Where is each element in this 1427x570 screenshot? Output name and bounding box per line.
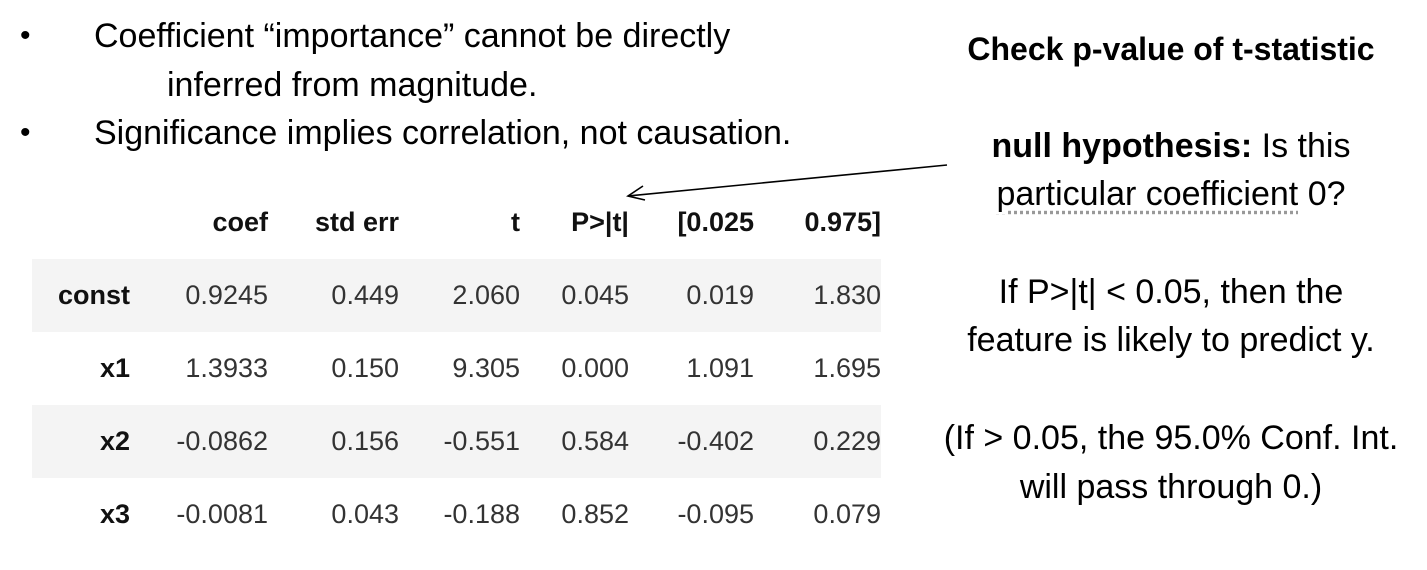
explanation-heading: Check p-value of t-statistic	[967, 31, 1375, 67]
cell-std-err: 0.449	[331, 280, 399, 310]
header-p-value: P>|t|	[571, 207, 629, 237]
null-hypothesis-line-2: particular coefficient 0?	[915, 174, 1427, 214]
header-coef: coef	[212, 207, 268, 237]
rule-line-1: If P>|t| < 0.05, then the	[998, 273, 1344, 311]
cell-p-value: 0.584	[561, 426, 629, 456]
cell-coef: 0.9245	[185, 280, 268, 310]
header-blank	[32, 186, 130, 259]
null-hypothesis-line-1: null hypothesis: Is this	[915, 126, 1427, 166]
row-label: x2	[99, 426, 130, 456]
bullet-1-line-2: inferred from magnitude.	[167, 66, 538, 104]
cell-t: 9.305	[452, 353, 520, 383]
cell-ci-lower: 0.019	[686, 280, 754, 310]
cell-p-value: 0.045	[561, 280, 629, 310]
bullet-dot-2: •	[20, 116, 31, 149]
cell-std-err: 0.043	[331, 499, 399, 529]
bullet-1-line-1: Coefficient “importance” cannot be direc…	[94, 17, 731, 55]
header-ci-upper: 0.975]	[804, 207, 881, 237]
table-row: x3 -0.0081 0.043 -0.188 0.852 -0.095 0.0…	[32, 478, 881, 551]
row-label: x1	[99, 353, 130, 383]
null-hypothesis-label: null hypothesis:	[991, 127, 1253, 165]
cell-ci-lower: -0.402	[677, 426, 754, 456]
cell-ci-lower: -0.095	[677, 499, 754, 529]
header-t: t	[511, 207, 520, 237]
table-row: x2 -0.0862 0.156 -0.551 0.584 -0.402 0.2…	[32, 405, 881, 478]
cell-ci-lower: 1.091	[686, 353, 754, 383]
cell-ci-upper: 0.229	[813, 426, 881, 456]
cell-ci-upper: 0.079	[813, 499, 881, 529]
note-line-1: (If > 0.05, the 95.0% Conf. Int.	[943, 419, 1399, 457]
null-hypothesis-text: Is this	[1261, 127, 1351, 165]
note-line-2: will pass through 0.)	[1019, 468, 1323, 506]
cell-std-err: 0.150	[331, 353, 399, 383]
cell-std-err: 0.156	[331, 426, 399, 456]
cell-ci-upper: 1.695	[813, 353, 881, 383]
cell-p-value: 0.852	[561, 499, 629, 529]
bullet-dot-1: •	[20, 19, 31, 52]
cell-t: 2.060	[452, 280, 520, 310]
cell-ci-upper: 1.830	[813, 280, 881, 310]
table-row: x1 1.3933 0.150 9.305 0.000 1.091 1.695	[32, 332, 881, 405]
bullet-2-line-1: Significance implies correlation, not ca…	[94, 114, 792, 152]
cell-coef: -0.0081	[176, 499, 268, 529]
cell-coef: 1.3933	[185, 353, 268, 383]
cell-t: -0.188	[443, 499, 520, 529]
table-row: const 0.9245 0.449 2.060 0.045 0.019 1.8…	[32, 259, 881, 332]
header-std-err: std err	[314, 207, 399, 237]
row-label: const	[57, 280, 130, 310]
rule-line-2: feature is likely to predict y.	[967, 321, 1375, 359]
null-hypothesis-question: 0?	[1307, 175, 1346, 213]
explanation-panel: Check p-value of t-statistic null hypoth…	[915, 0, 1427, 570]
cell-t: -0.551	[443, 426, 520, 456]
null-hypothesis-underlined-text: particular coefficient	[996, 175, 1299, 213]
bullet-list: • Coefficient “importance” cannot be dir…	[0, 0, 900, 170]
cell-p-value: 0.000	[561, 353, 629, 383]
cell-coef: -0.0862	[176, 426, 268, 456]
table-header-row: coef std err t P>|t| [0.025 0.975]	[32, 186, 881, 259]
row-label: x3	[99, 499, 130, 529]
regression-results-table: coef std err t P>|t| [0.025 0.975] const…	[32, 186, 881, 551]
header-ci-lower: [0.025	[677, 207, 754, 237]
